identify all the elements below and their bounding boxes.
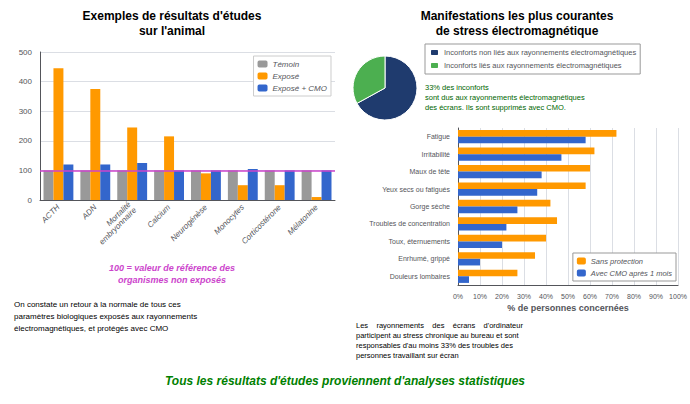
svg-text:Avec CMO après 1 mois: Avec CMO après 1 mois	[590, 269, 672, 278]
svg-text:300: 300	[19, 107, 33, 116]
svg-text:90%: 90%	[649, 293, 663, 300]
svg-text:Monocytes: Monocytes	[212, 203, 246, 237]
svg-text:33% des inconforts: 33% des inconforts	[425, 83, 489, 92]
svg-text:participent au stress chroniqu: participent au stress chronique au burea…	[356, 331, 520, 340]
svg-text:40%: 40%	[539, 293, 553, 300]
svg-text:On constate un retour à la nor: On constate un retour à la normale de to…	[14, 300, 181, 309]
svg-text:400: 400	[19, 77, 33, 86]
svg-text:Corticostérone: Corticostérone	[240, 202, 283, 245]
svg-text:200: 200	[19, 136, 33, 145]
svg-text:Tous les résultats d'études pr: Tous les résultats d'études proviennent …	[165, 374, 525, 388]
svg-text:100 = valeur de référence des: 100 = valeur de référence des	[109, 263, 235, 273]
svg-text:sont dus aux rayonnements élec: sont dus aux rayonnements électromagnéti…	[425, 93, 585, 102]
svg-text:Manifestations les plus couran: Manifestations les plus courantes	[421, 9, 614, 23]
svg-text:Mortalité: Mortalité	[104, 200, 133, 228]
svg-text:Exposé: Exposé	[273, 72, 300, 81]
svg-text:responsables d'au moins 33% de: responsables d'au moins 33% des troubles…	[356, 341, 513, 350]
svg-text:Yeux secs ou fatigués: Yeux secs ou fatigués	[382, 186, 450, 194]
svg-text:60%: 60%	[583, 293, 597, 300]
svg-text:100: 100	[19, 166, 33, 175]
svg-text:Irritabilité: Irritabilité	[422, 151, 451, 158]
svg-text:Enrhumé, grippé: Enrhumé, grippé	[398, 255, 450, 263]
svg-text:sur l'animal: sur l'animal	[139, 24, 205, 38]
svg-text:Les rayonnements des: Les rayonnements des écrans d'ordinateur	[356, 321, 523, 330]
svg-text:des écrans. Ils sont supprimés: des écrans. Ils sont supprimés avec CMO.	[425, 103, 566, 112]
svg-text:% de personnes concernées: % de personnes concernées	[507, 303, 629, 313]
svg-text:Gorge sèche: Gorge sèche	[410, 203, 450, 211]
svg-text:Calcium: Calcium	[145, 203, 172, 230]
svg-text:Neurogénèse: Neurogénèse	[169, 202, 210, 243]
svg-text:paramètres biologiques exposés: paramètres biologiques exposés aux rayon…	[14, 312, 197, 321]
svg-text:Maux de tête: Maux de tête	[410, 168, 451, 175]
svg-text:Fatigue: Fatigue	[427, 133, 450, 141]
svg-text:Témoin: Témoin	[273, 60, 300, 69]
svg-text:Inconforts non liés aux rayonn: Inconforts non liés aux rayonnements éle…	[444, 48, 636, 57]
svg-text:30%: 30%	[517, 293, 531, 300]
svg-text:50%: 50%	[561, 293, 575, 300]
svg-text:0%: 0%	[453, 293, 463, 300]
svg-text:ACTH: ACTH	[39, 203, 62, 226]
svg-text:500: 500	[19, 48, 33, 57]
svg-text:0: 0	[28, 196, 33, 205]
svg-text:Exposé + CMO: Exposé + CMO	[273, 84, 327, 93]
svg-text:électromagnétiques, et protégé: électromagnétiques, et protégés avec CMO	[14, 324, 168, 333]
svg-text:80%: 80%	[627, 293, 641, 300]
svg-text:Inconforts liés aux rayonnemen: Inconforts liés aux rayonnements électro…	[444, 61, 622, 70]
svg-text:organismes non exposés: organismes non exposés	[118, 275, 226, 285]
svg-text:70%: 70%	[605, 293, 619, 300]
svg-text:Exemples de résultats d'études: Exemples de résultats d'études	[83, 9, 262, 23]
svg-text:de stress électromagnétique: de stress électromagnétique	[436, 24, 599, 38]
svg-text:100%: 100%	[669, 293, 687, 300]
svg-text:Sans protection: Sans protection	[591, 257, 643, 266]
svg-text:Mélatonine: Mélatonine	[286, 202, 320, 236]
svg-text:20%: 20%	[495, 293, 509, 300]
svg-text:Toux, éternuements: Toux, éternuements	[389, 238, 451, 245]
svg-text:ADN: ADN	[80, 203, 99, 222]
svg-text:Troubles de concentration: Troubles de concentration	[369, 220, 450, 227]
svg-text:embryonnaire: embryonnaire	[97, 205, 138, 246]
svg-text:personnes travaillant sur écra: personnes travaillant sur écran	[356, 351, 459, 360]
svg-text:10%: 10%	[473, 293, 487, 300]
svg-text:Douleurs lombaires: Douleurs lombaires	[390, 273, 451, 280]
